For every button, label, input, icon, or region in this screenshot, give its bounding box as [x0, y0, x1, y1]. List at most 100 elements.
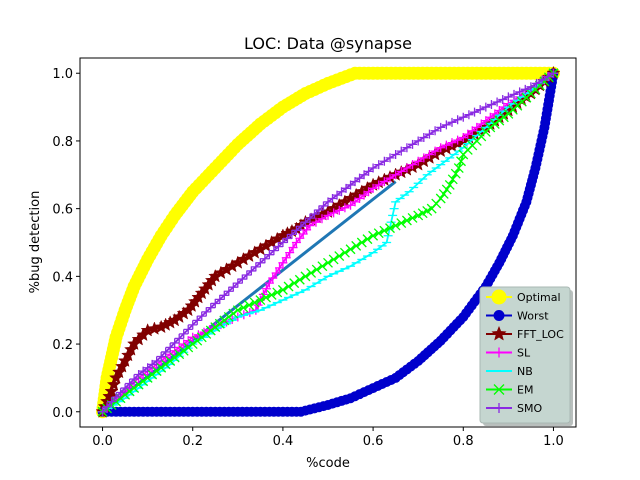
data-point: [249, 297, 260, 308]
legend-marker: [491, 289, 507, 305]
data-point: [196, 332, 207, 343]
data-point: [147, 359, 157, 369]
data-point: [317, 214, 327, 224]
data-point: [143, 363, 153, 373]
data-point: [278, 258, 288, 268]
data-point: [201, 307, 211, 317]
data-point: [323, 197, 333, 207]
data-point: [179, 339, 189, 349]
data-point: [408, 139, 418, 149]
data-point: [334, 205, 344, 215]
data-point: [314, 205, 324, 215]
data-point: [233, 278, 243, 288]
data-point: [174, 349, 185, 360]
data-point: [156, 362, 167, 373]
data-point: [300, 271, 311, 282]
data-point: [329, 208, 339, 218]
data-point: [273, 242, 283, 252]
data-point: [294, 274, 305, 285]
data-point: [373, 228, 384, 239]
x-tick-label: 0.8: [453, 434, 474, 449]
legend-label: SL: [517, 347, 531, 360]
data-point: [266, 290, 277, 300]
data-point: [278, 238, 288, 247]
data-point: [532, 78, 542, 88]
legend-item-optimal: Optimal: [486, 289, 561, 305]
data-point: [261, 292, 271, 303]
data-point: [317, 261, 328, 272]
legend-marker: [494, 347, 504, 358]
data-point: [350, 197, 360, 207]
data-point: [178, 345, 189, 356]
data-point: [246, 266, 256, 276]
data-point: [355, 193, 365, 203]
data-point: [237, 274, 247, 284]
data-point: [447, 174, 458, 185]
data-point: [509, 89, 519, 99]
data-point: [453, 163, 464, 173]
data-point: [255, 295, 266, 306]
legend: Optimal Worst FFT_LOC SL NB EM SMO: [479, 286, 573, 426]
data-point: [285, 248, 295, 258]
data-point: [288, 243, 298, 253]
data-point: [385, 223, 395, 234]
data-point: [503, 92, 513, 102]
data-point: [214, 318, 225, 329]
data-point: [424, 149, 434, 159]
data-point: [391, 149, 401, 159]
data-point: [147, 369, 158, 380]
data-point: [179, 329, 189, 339]
data-point: [169, 352, 180, 363]
data-point: [543, 72, 553, 82]
data-point: [102, 402, 112, 412]
data-point: [537, 75, 547, 85]
y-axis-label: %bug detection: [28, 191, 43, 294]
x-tick-label: 0.2: [182, 434, 203, 449]
plot-frame: [79, 57, 577, 428]
data-point: [183, 342, 194, 353]
legend-item-sl: SL: [486, 347, 531, 360]
legend-marker: [491, 325, 507, 341]
data-point: [489, 119, 500, 129]
data-point: [98, 407, 108, 417]
data-point: [111, 392, 121, 402]
data-point: [224, 286, 234, 296]
data-point: [188, 320, 198, 330]
legend-item-fft_loc: FFT_LOC: [486, 325, 564, 341]
y-tick-label: 1.0: [52, 67, 73, 82]
data-point: [275, 263, 285, 273]
y-tick-label: 0.2: [52, 338, 73, 353]
data-point: [430, 146, 440, 156]
data-point: [438, 189, 449, 199]
data-point: [408, 160, 418, 170]
data-point: [306, 268, 317, 278]
data-point: [170, 338, 180, 348]
data-point: [205, 325, 216, 336]
legend-label: EM: [517, 384, 533, 397]
chart-title: LOC: Data @synapse: [244, 34, 412, 53]
data-point: [251, 262, 261, 272]
data-point: [244, 300, 255, 311]
data-point: [318, 201, 328, 211]
plot-area: [95, 65, 561, 419]
data-point: [444, 179, 455, 190]
y-tick-label: 0.4: [52, 270, 73, 285]
data-point: [174, 342, 184, 352]
axis-ticks: 0.0 0.2 0.4 0.6 0.8 1.0 0.0 0.2 0.4 0.6 0.8 1.0: [52, 67, 563, 449]
x-axis-label: %code: [306, 456, 350, 471]
data-point: [238, 302, 249, 313]
data-point: [165, 356, 176, 366]
data-point: [337, 187, 347, 197]
data-point: [374, 180, 384, 190]
data-point: [264, 250, 274, 260]
data-point: [206, 303, 216, 313]
data-point: [481, 102, 491, 112]
data-point: [129, 383, 140, 394]
data-point: [328, 193, 338, 203]
data-point: [368, 183, 378, 193]
data-point: [309, 209, 319, 219]
data-point: [260, 254, 270, 264]
data-point: [486, 100, 496, 110]
data-point: [453, 135, 463, 145]
